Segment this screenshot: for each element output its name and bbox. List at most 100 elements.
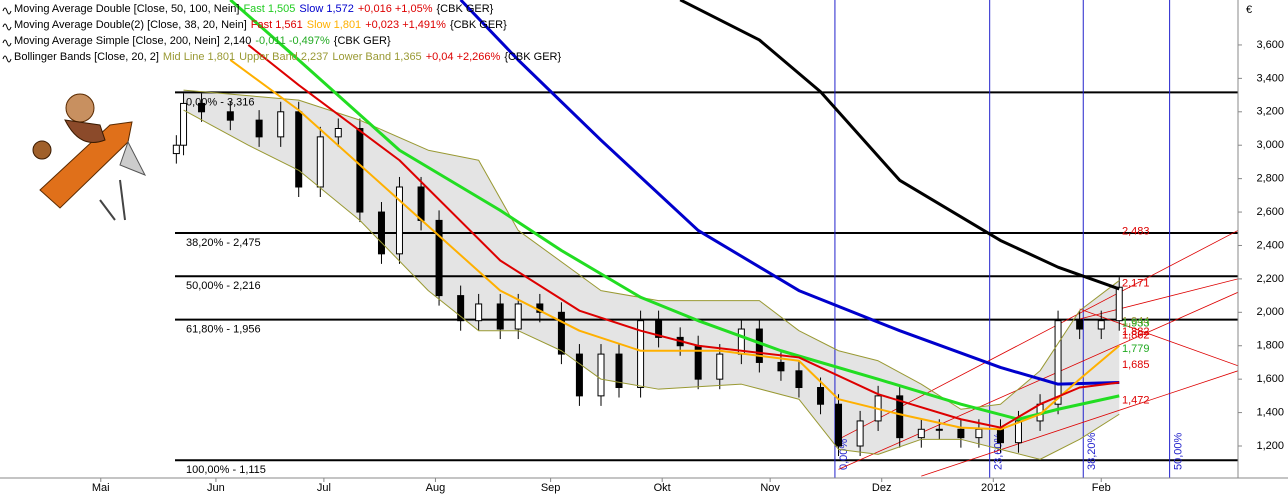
x-tick-label: Jul — [317, 482, 331, 494]
candle-body — [1076, 320, 1084, 330]
level-label: 1,944 — [1122, 316, 1150, 328]
candle-body — [277, 111, 285, 138]
candle-body — [395, 186, 403, 255]
legend-icon — [2, 23, 12, 31]
x-tick-label: Jun — [207, 482, 225, 494]
candle-body — [316, 136, 324, 188]
candle-body — [755, 328, 763, 363]
trendline — [921, 370, 1238, 477]
candle-body — [496, 303, 504, 330]
level-label: 1,862 — [1122, 329, 1150, 341]
candle-body — [226, 111, 234, 121]
level-label: 2,171 — [1122, 278, 1150, 290]
legend-entry: Slow 1,572 — [299, 3, 353, 15]
legend-entry: Moving Average Double [Close, 50, 100, N… — [14, 3, 239, 15]
legend-entry: Fast 1,561 — [251, 19, 303, 31]
x-tick-label: Dez — [872, 482, 892, 494]
candle-body — [655, 320, 663, 338]
y-tick-label: 2,800 — [1256, 173, 1284, 185]
trendline — [1079, 278, 1238, 320]
legend-entry: Moving Average Double(2) [Close, 38, 20,… — [14, 19, 247, 31]
level-label: 1,472 — [1122, 394, 1150, 406]
legend-line: Bollinger Bands [Close, 20, 2] Mid Line 1… — [14, 51, 561, 63]
time-zone-label: 38,20% — [1086, 432, 1098, 470]
legend-entry: +0,04 +2,266% — [426, 51, 501, 63]
level-label: 1,779 — [1122, 343, 1150, 355]
candle-body — [1115, 286, 1123, 322]
y-tick-label: 3,000 — [1256, 139, 1284, 151]
candle-body — [917, 428, 925, 439]
legend-entry: 2,140 — [224, 35, 252, 47]
y-tick-label: 1,800 — [1256, 340, 1284, 352]
legend-entry: {CBK GER} — [436, 3, 493, 15]
candle-body — [180, 102, 188, 146]
y-tick-label: 1,600 — [1256, 373, 1284, 385]
y-tick-label: 2,000 — [1256, 306, 1284, 318]
candle-body — [957, 428, 965, 439]
candle-body — [575, 353, 583, 397]
fib-level-label: 50,00% - 2,216 — [186, 280, 261, 292]
candle-body — [935, 428, 943, 431]
y-tick-label: 1,400 — [1256, 406, 1284, 418]
x-tick-label: 2012 — [981, 482, 1005, 494]
y-tick-label: 2,600 — [1256, 206, 1284, 218]
candle-body — [172, 144, 180, 155]
indicator-line — [459, 0, 1120, 386]
legend-line: Moving Average Double(2) [Close, 38, 20,… — [14, 19, 507, 31]
candle-body — [435, 219, 443, 297]
trendline — [838, 230, 1238, 440]
legend-entry: Mid Line 1,801 — [163, 51, 235, 63]
candle-body — [975, 428, 983, 439]
candle-body — [417, 186, 425, 221]
level-label: 1,882 — [1122, 326, 1150, 338]
legend-entry: Upper Band 2,237 — [239, 51, 328, 63]
legend-entry: -0,011 -0,497% — [255, 35, 330, 47]
currency-label: € — [1246, 4, 1252, 16]
candle-body — [557, 311, 565, 355]
bollinger-band-fill — [183, 90, 1120, 460]
candle-body — [716, 353, 724, 380]
level-label: 2,483 — [1122, 226, 1150, 238]
candle-body — [198, 102, 206, 113]
indicator-line — [229, 59, 1120, 431]
fib-level-label: 61,80% - 1,956 — [186, 324, 261, 336]
candle-body — [795, 370, 803, 389]
indicator-line — [679, 0, 1120, 291]
candle-body — [1014, 420, 1022, 444]
legend-entry: Fast 1,505 — [243, 3, 295, 15]
legend-icon — [2, 7, 12, 15]
fib-level-label: 0,00% - 3,316 — [186, 96, 255, 108]
candle-body — [996, 428, 1004, 444]
candle-body — [777, 361, 785, 372]
candle-body — [637, 320, 645, 389]
plot-area: 0,00% - 3,316 38,20% - 2,475 50,00% - 2,21… — [172, 0, 1238, 478]
candle-body — [514, 303, 522, 330]
x-tick-label: Mai — [92, 482, 110, 494]
x-tick-label: Nov — [760, 482, 780, 494]
candle-body — [255, 119, 263, 138]
candle-body — [1054, 320, 1062, 405]
fib-level-label: 100,00% - 1,115 — [186, 464, 266, 476]
legend-entry: {CBK GER} — [334, 35, 391, 47]
indicator-line — [183, 89, 1120, 410]
x-tick-label: Okt — [654, 482, 671, 494]
legend-entry: {CBK GER} — [450, 19, 507, 31]
candle-body — [1097, 320, 1105, 330]
legend: Moving Average Double [Close, 50, 100, N… — [2, 3, 561, 63]
trendline — [1079, 308, 1238, 367]
time-zone-label: 50,00% — [1173, 432, 1185, 470]
legend-entry: Slow 1,801 — [307, 19, 361, 31]
x-tick-label: Feb — [1092, 482, 1111, 494]
candle-body — [334, 128, 342, 138]
indicator-line — [247, 44, 1120, 429]
y-tick-label: 3,600 — [1256, 39, 1284, 51]
candle-body — [356, 128, 364, 213]
fib-level-label: 38,20% - 2,475 — [186, 237, 261, 249]
legend-line: Moving Average Simple [Close, 200, Nein]… — [14, 35, 391, 47]
candle-body — [817, 387, 825, 405]
candle-body — [475, 303, 483, 322]
level-label: 1,933 — [1122, 317, 1150, 329]
y-tick-label: 2,400 — [1256, 239, 1284, 251]
y-tick-label: 1,200 — [1256, 440, 1284, 452]
